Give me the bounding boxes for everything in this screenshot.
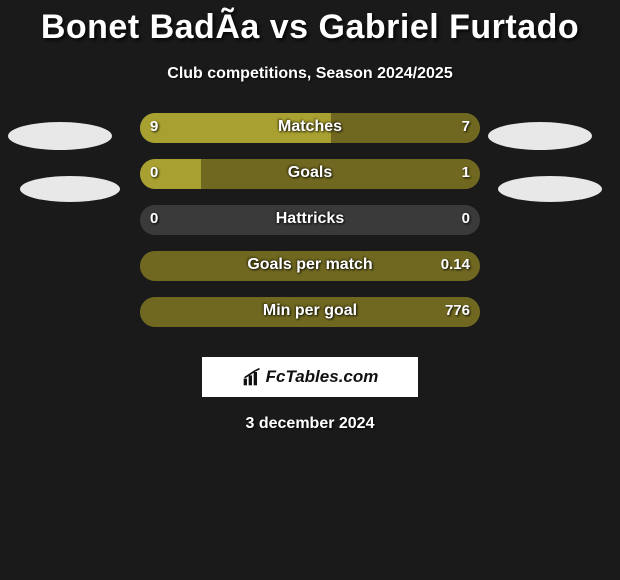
stat-bar-right xyxy=(201,159,480,189)
player1-name: Bonet BadÃ­a xyxy=(41,8,260,46)
subtitle: Club competitions, Season 2024/2025 xyxy=(0,65,620,83)
stat-value-right: 0.14 xyxy=(441,256,470,273)
stat-bar-track: 01Goals xyxy=(140,159,480,189)
logo-text: FcTables.com xyxy=(266,367,379,387)
stat-row: 0 0Hattricks xyxy=(0,205,620,251)
stat-value-right: 7 xyxy=(462,118,470,135)
player2-name: Gabriel Furtado xyxy=(319,8,580,46)
stat-row: 97Matches xyxy=(0,113,620,159)
stat-row: 01Goals xyxy=(0,159,620,205)
stat-value-left: 0 xyxy=(150,164,158,181)
stat-row: 776Min per goal xyxy=(0,297,620,343)
stat-label: Hattricks xyxy=(140,210,480,228)
stat-value-right: 1 xyxy=(462,164,470,181)
stat-value-left: 0 xyxy=(150,210,158,227)
page-title: Bonet BadÃ­a vs Gabriel Furtado xyxy=(0,0,620,47)
stat-bar-track: 0 0Hattricks xyxy=(140,205,480,235)
fctables-logo[interactable]: FcTables.com xyxy=(202,357,418,397)
stat-bar-track: 0.14Goals per match xyxy=(140,251,480,281)
stat-bar-left xyxy=(140,113,331,143)
stat-bar-right xyxy=(140,297,480,327)
stat-bar-right xyxy=(140,251,480,281)
stat-bar-track: 776Min per goal xyxy=(140,297,480,327)
bar-chart-icon xyxy=(242,367,262,387)
stat-bar-track: 97Matches xyxy=(140,113,480,143)
stat-value-left: 9 xyxy=(150,118,158,135)
stat-rows-container: 97Matches01Goals00Hattricks0.14Goals per… xyxy=(0,113,620,343)
stat-value-right: 0 xyxy=(462,210,470,227)
stat-value-right: 776 xyxy=(445,302,470,319)
date-text: 3 december 2024 xyxy=(0,415,620,433)
stat-row: 0.14Goals per match xyxy=(0,251,620,297)
stat-bar-right xyxy=(331,113,480,143)
vs-separator: vs xyxy=(260,8,319,46)
